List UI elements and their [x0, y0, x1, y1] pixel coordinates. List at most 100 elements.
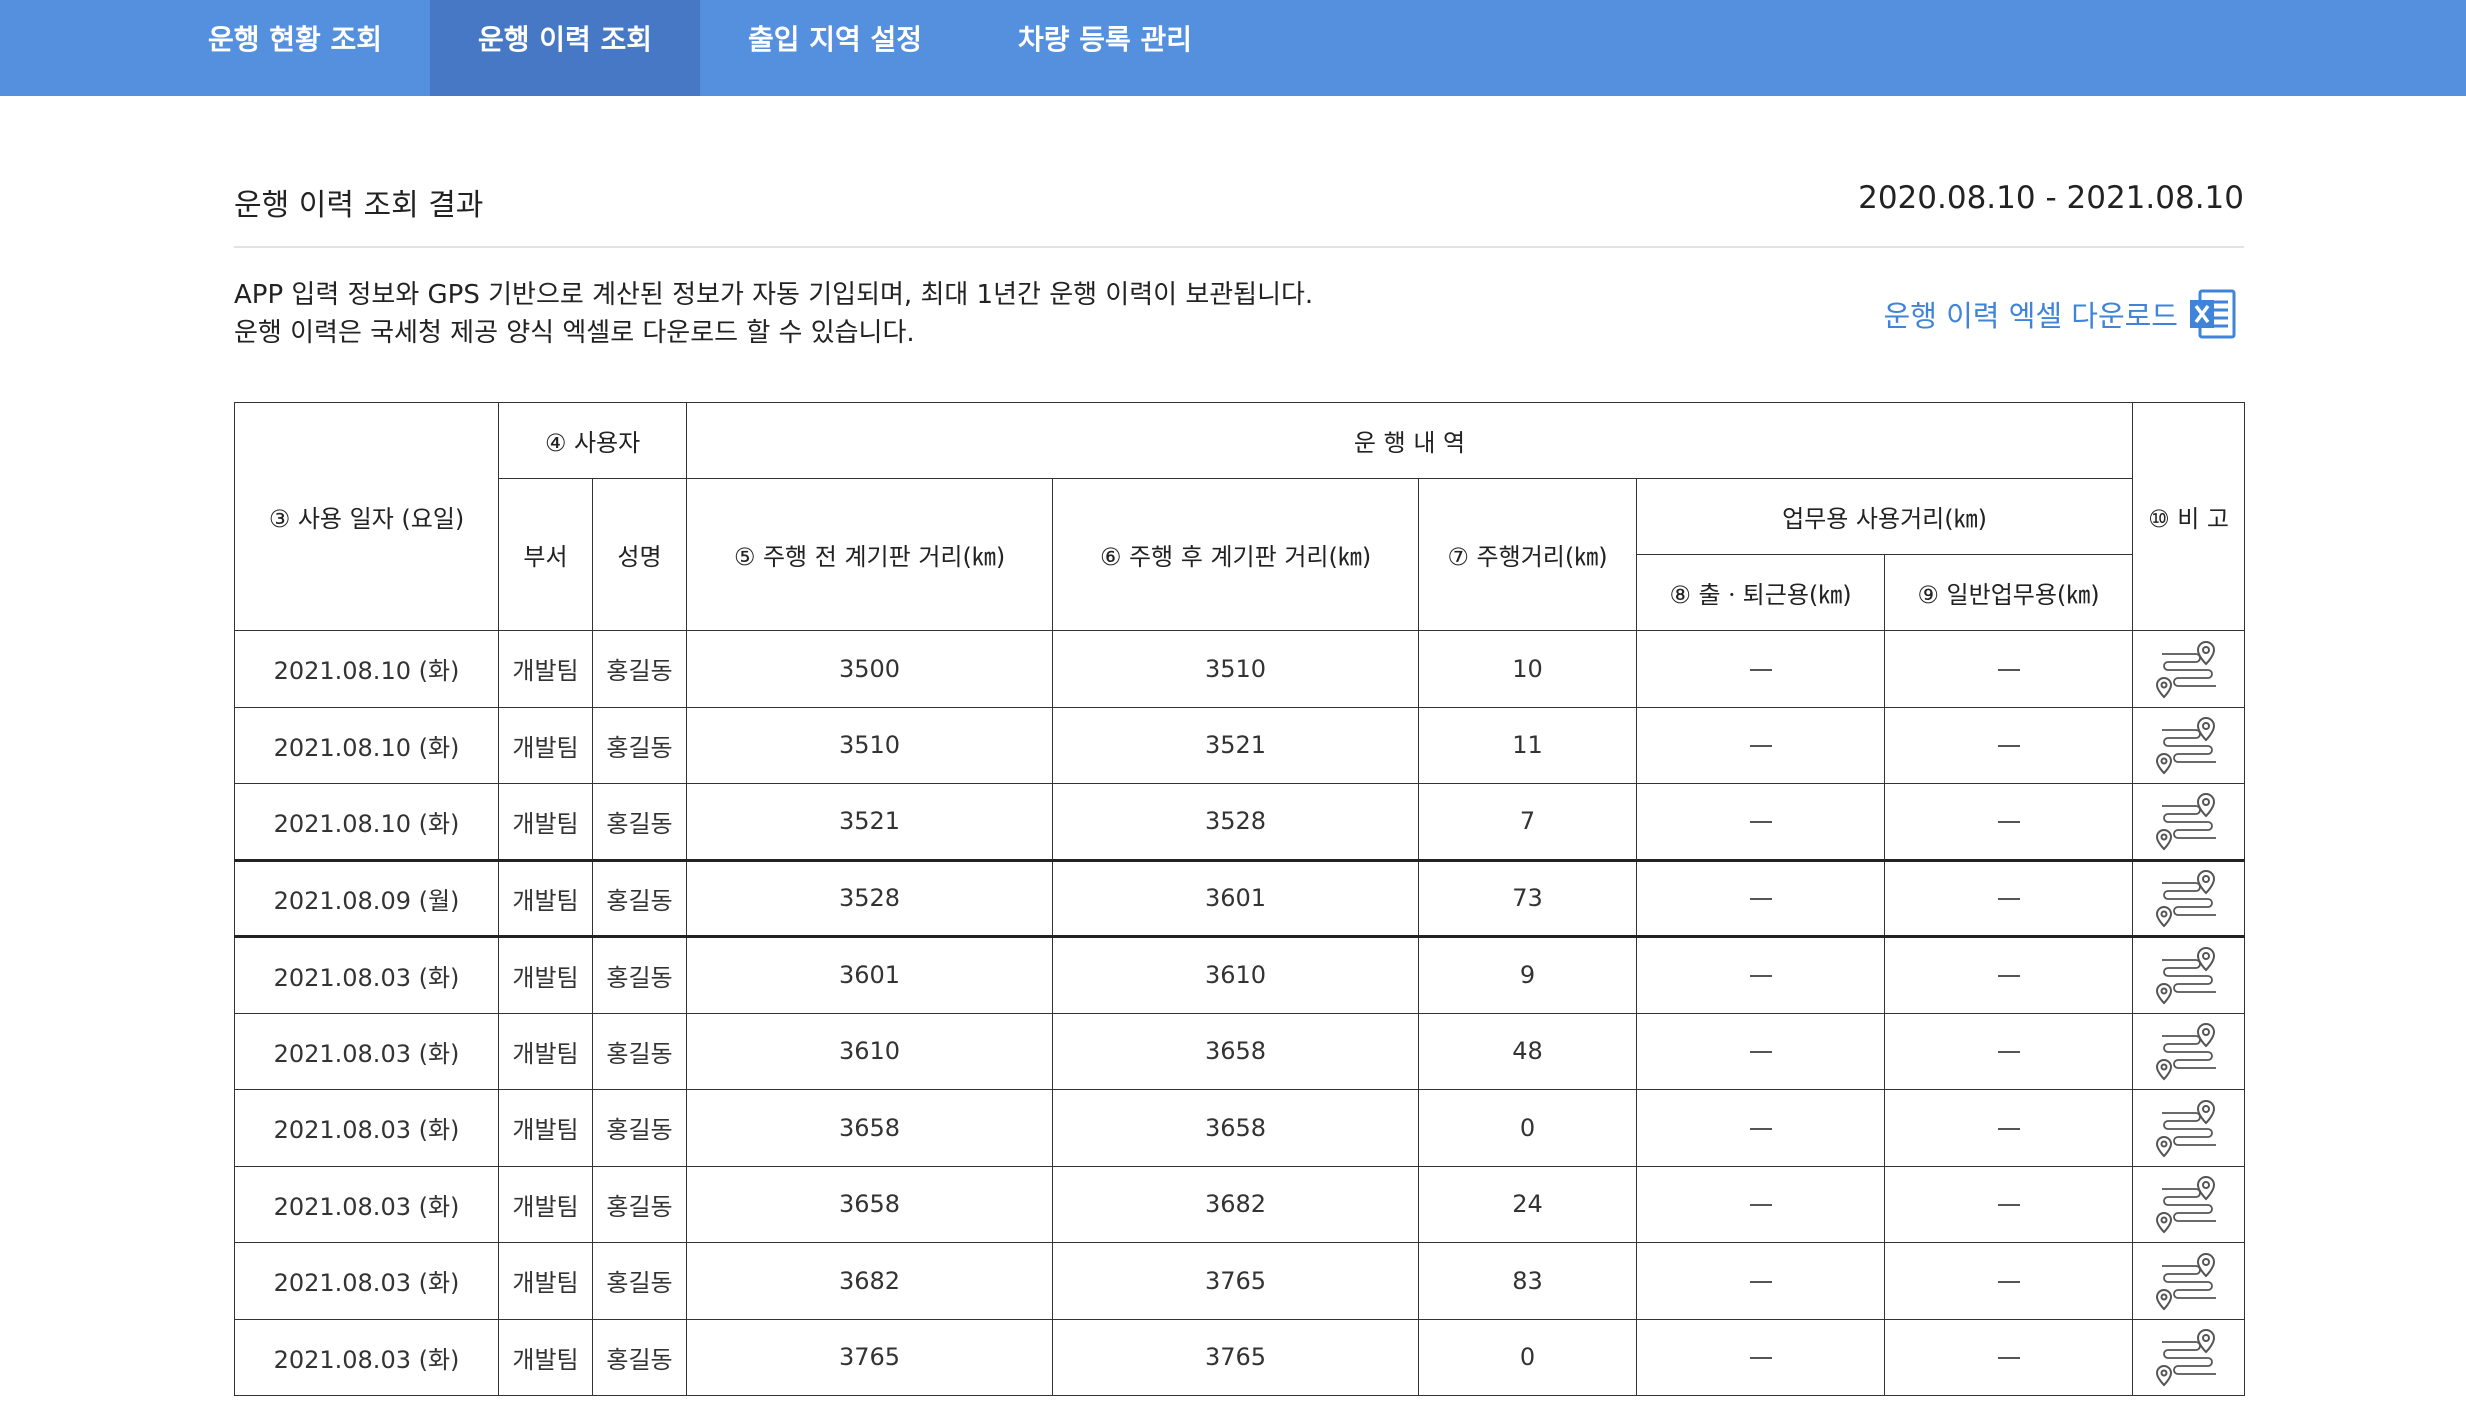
excel-icon	[2188, 288, 2238, 340]
dash-icon	[1749, 1127, 1772, 1130]
cell-dept: 개발팀	[498, 1318, 593, 1396]
table-row: 2021.08.03 (화) 개발팀 홍길동 3658 3682 24	[234, 1165, 2246, 1243]
route-map-icon[interactable]	[2155, 1095, 2222, 1161]
table-row: 2021.08.03 (화) 개발팀 홍길동 3765 3765 0	[234, 1318, 2246, 1396]
cell-odometer-after: 3601	[1052, 858, 1420, 937]
cell-general-business	[1884, 935, 2134, 1014]
cell-general-business	[1884, 858, 2134, 937]
cell-general-business	[1884, 1012, 2134, 1090]
tab-operation-history[interactable]: 운행 이력 조회	[430, 0, 700, 96]
cell-note	[2132, 1012, 2246, 1090]
description-line-1: APP 입력 정보와 GPS 기반으로 계산된 정보가 자동 기입되며, 최대 …	[234, 280, 1314, 310]
header-odometer-before: ⑤ 주행 전 계기판 거리(㎞)	[686, 478, 1054, 631]
cell-odometer-after: 3765	[1052, 1318, 1420, 1396]
cell-odometer-before: 3528	[686, 858, 1054, 937]
cell-odometer-after: 3510	[1052, 630, 1420, 708]
dash-icon	[1997, 898, 2020, 901]
cell-odometer-after: 3610	[1052, 935, 1420, 1014]
cell-odometer-before: 3658	[686, 1165, 1054, 1243]
cell-note	[2132, 630, 2246, 708]
cell-dept: 개발팀	[498, 858, 593, 937]
cell-date: 2021.08.10 (화)	[234, 783, 499, 861]
dash-icon	[1749, 898, 1772, 901]
route-map-icon[interactable]	[2155, 1018, 2222, 1084]
table-row: 2021.08.03 (화) 개발팀 홍길동 3682 3765 83	[234, 1242, 2246, 1320]
route-map-icon[interactable]	[2155, 1171, 2222, 1237]
dash-icon	[1749, 1357, 1772, 1360]
table-row: 2021.08.03 (화) 개발팀 홍길동 3601 3610 9	[234, 935, 2246, 1014]
header-odometer-after: ⑥ 주행 후 계기판 거리(㎞)	[1052, 478, 1420, 631]
cell-distance: 73	[1418, 858, 1638, 937]
cell-distance: 0	[1418, 1089, 1638, 1167]
cell-general-business	[1884, 783, 2134, 861]
cell-date: 2021.08.03 (화)	[234, 1089, 499, 1167]
cell-distance: 7	[1418, 783, 1638, 861]
cell-commute	[1636, 1089, 1886, 1167]
cell-note	[2132, 706, 2246, 784]
cell-commute	[1636, 783, 1886, 861]
cell-commute	[1636, 1318, 1886, 1396]
cell-date: 2021.08.03 (화)	[234, 1318, 499, 1396]
tab-access-area-settings[interactable]: 출입 지역 설정	[747, 23, 923, 56]
cell-commute	[1636, 1242, 1886, 1320]
cell-distance: 83	[1418, 1242, 1638, 1320]
dash-icon	[1997, 821, 2020, 824]
dash-icon	[1997, 1280, 2020, 1283]
table-row: 2021.08.03 (화) 개발팀 홍길동 3610 3658 48	[234, 1012, 2246, 1090]
cell-commute	[1636, 630, 1886, 708]
page-title: 운행 이력 조회 결과	[234, 188, 484, 223]
header-name: 성명	[591, 478, 688, 631]
cell-name: 홍길동	[591, 935, 688, 1014]
cell-date: 2021.08.10 (화)	[234, 706, 499, 784]
cell-name: 홍길동	[591, 1089, 688, 1167]
cell-date: 2021.08.03 (화)	[234, 935, 499, 1014]
cell-date: 2021.08.03 (화)	[234, 1242, 499, 1320]
tab-operation-status[interactable]: 운행 현황 조회	[207, 23, 383, 56]
cell-name: 홍길동	[591, 1318, 688, 1396]
cell-dept: 개발팀	[498, 1165, 593, 1243]
cell-date: 2021.08.10 (화)	[234, 630, 499, 708]
cell-commute	[1636, 1165, 1886, 1243]
cell-name: 홍길동	[591, 706, 688, 784]
cell-odometer-after: 3521	[1052, 706, 1420, 784]
cell-dept: 개발팀	[498, 1242, 593, 1320]
route-map-icon[interactable]	[2155, 942, 2222, 1008]
route-map-icon[interactable]	[2155, 712, 2222, 778]
cell-general-business	[1884, 1165, 2134, 1243]
cell-dept: 개발팀	[498, 1089, 593, 1167]
cell-odometer-after: 3682	[1052, 1165, 1420, 1243]
cell-general-business	[1884, 706, 2134, 784]
operation-history-table: ③ 사용 일자 (요일) ④ 사용자 운 행 내 역 ⑩ 비 고 부서 성명 ⑤…	[234, 402, 2246, 1396]
cell-odometer-after: 3658	[1052, 1089, 1420, 1167]
dash-icon	[1749, 1051, 1772, 1054]
route-map-icon[interactable]	[2155, 788, 2222, 854]
divider	[234, 246, 2244, 248]
cell-note	[2132, 1089, 2246, 1167]
cell-commute	[1636, 706, 1886, 784]
table-row: 2021.08.10 (화) 개발팀 홍길동 3500 3510 10	[234, 630, 2246, 708]
dash-icon	[1997, 745, 2020, 748]
route-map-icon[interactable]	[2155, 865, 2222, 931]
route-map-icon[interactable]	[2155, 1324, 2222, 1390]
cell-dept: 개발팀	[498, 783, 593, 861]
cell-distance: 9	[1418, 935, 1638, 1014]
cell-commute	[1636, 858, 1886, 937]
cell-distance: 11	[1418, 706, 1638, 784]
dash-icon	[1749, 668, 1772, 671]
dash-icon	[1749, 821, 1772, 824]
route-map-icon[interactable]	[2155, 1248, 2222, 1314]
header-date: ③ 사용 일자 (요일)	[234, 402, 499, 631]
cell-note	[2132, 783, 2246, 861]
route-map-icon[interactable]	[2155, 636, 2222, 702]
header-commute: ⑧ 출ㆍ퇴근용(㎞)	[1636, 554, 1886, 631]
excel-download-button[interactable]: 운행 이력 엑셀 다운로드	[1884, 286, 2238, 342]
cell-distance: 0	[1418, 1318, 1638, 1396]
cell-dept: 개발팀	[498, 1012, 593, 1090]
dash-icon	[1997, 668, 2020, 671]
header-user: ④ 사용자	[497, 402, 688, 479]
cell-commute	[1636, 1012, 1886, 1090]
cell-note	[2132, 935, 2246, 1014]
tab-vehicle-registration[interactable]: 차량 등록 관리	[1017, 23, 1193, 56]
top-navigation: 운행 현황 조회 운행 이력 조회 출입 지역 설정 차량 등록 관리	[0, 0, 2466, 96]
cell-note	[2132, 1242, 2246, 1320]
